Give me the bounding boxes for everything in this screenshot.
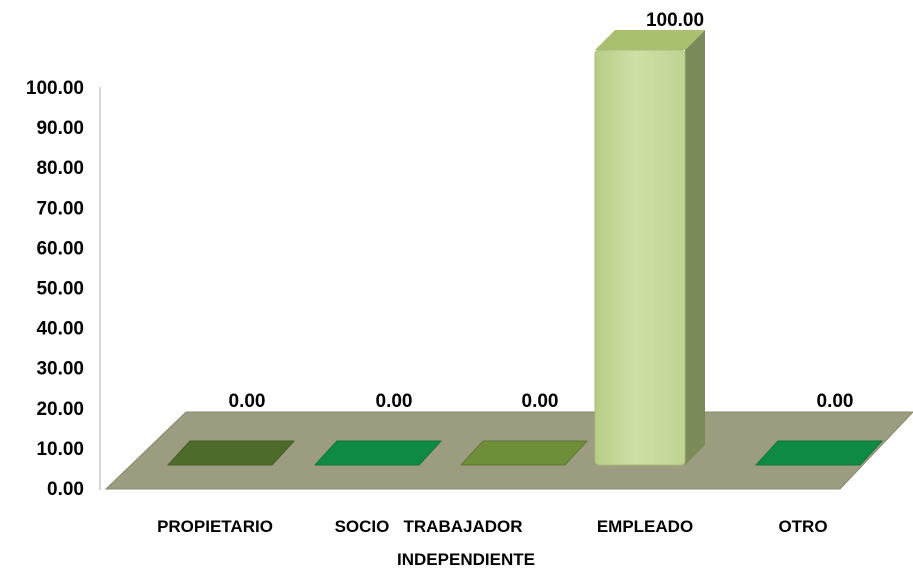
y-tick-label: 70.00 [36,198,84,219]
x-tick-label: INDEPENDIENTE [397,550,535,569]
y-axis-layer: 0.00 10.00 20.00 30.00 40.00 50.00 60.00 70.00 8… [26,78,101,500]
x-tick-label: TRABAJADOR [404,517,523,536]
y-tick-label: 0.00 [47,479,84,500]
y-tick-label: 80.00 [36,158,84,179]
data-label: 0.00 [229,391,266,412]
bar-propietario [167,440,295,466]
y-tick-label: 30.00 [36,359,84,380]
bar-base [167,440,295,466]
bar-socio [314,440,442,466]
x-tick-label: SOCIO [335,517,390,536]
y-tick-label: 10.00 [36,439,84,460]
bar-base [314,440,442,466]
bar-empleado [594,30,705,466]
y-tick-label: 20.00 [36,399,84,420]
bar-top [595,30,705,50]
labels-layer: 0.00 PROPIETARIO 0.00 SOCIO 0.00 TRABAJADOR IN… [157,10,853,569]
bar-front [594,49,686,466]
bar-base [755,440,883,466]
y-tick-label: 50.00 [36,279,84,300]
y-tick-label: 40.00 [36,319,84,340]
y-tick-label: 60.00 [36,238,84,259]
bar-side [685,30,705,465]
x-tick-label: EMPLEADO [597,517,693,536]
data-label: 0.00 [376,391,413,412]
bar-otro [755,440,883,466]
y-tick-label: 100.00 [26,78,84,99]
bars-layer [167,30,883,466]
data-label: 0.00 [522,391,559,412]
x-tick-label: OTRO [778,517,827,536]
data-label: 100.00 [646,10,704,31]
data-label: 0.00 [817,391,854,412]
bar-base [460,440,588,466]
bar-trabajador-independiente [460,440,588,466]
y-tick-label: 90.00 [36,118,84,139]
x-tick-label: PROPIETARIO [157,517,273,536]
